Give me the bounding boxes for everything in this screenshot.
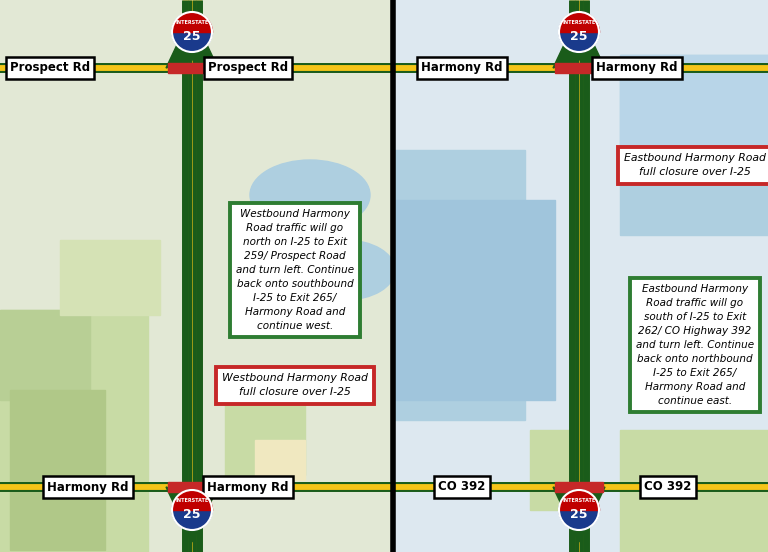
Text: CO 392: CO 392	[644, 480, 692, 493]
Text: INTERSTATE: INTERSTATE	[562, 20, 596, 25]
Text: INTERSTATE: INTERSTATE	[175, 20, 209, 25]
Polygon shape	[166, 13, 218, 68]
Bar	[395, 0, 768, 552]
Bar	[168, 482, 216, 492]
Text: Harmony Rd: Harmony Rd	[207, 480, 289, 493]
Bar	[555, 63, 603, 73]
Bar	[0, 310, 90, 400]
Circle shape	[559, 490, 599, 530]
Text: Eastbound Harmony
Road traffic will go
south of I-25 to Exit
262/ CO Highway 392: Eastbound Harmony Road traffic will go s…	[636, 284, 754, 406]
Text: Harmony Rd: Harmony Rd	[48, 480, 129, 493]
Bar	[255, 440, 305, 480]
Bar	[10, 390, 105, 550]
Circle shape	[172, 490, 212, 530]
Bar	[60, 240, 160, 315]
Bar	[0, 0, 395, 552]
Ellipse shape	[295, 240, 395, 300]
Polygon shape	[553, 13, 605, 68]
Text: 25: 25	[571, 29, 588, 43]
Ellipse shape	[250, 160, 370, 230]
Text: 25: 25	[571, 507, 588, 521]
Bar	[555, 482, 603, 492]
Bar	[530, 430, 580, 510]
Text: Prospect Rd: Prospect Rd	[10, 61, 90, 75]
Bar	[620, 55, 768, 235]
Text: INTERSTATE: INTERSTATE	[562, 498, 596, 503]
Bar	[168, 63, 216, 73]
Text: Harmony Rd: Harmony Rd	[422, 61, 503, 75]
Text: CO 392: CO 392	[439, 480, 485, 493]
Bar	[0, 310, 148, 552]
Bar	[620, 430, 768, 552]
Bar	[225, 380, 305, 475]
Bar	[395, 200, 555, 400]
Text: Westbound Harmony Road
full closure over I-25: Westbound Harmony Road full closure over…	[222, 373, 368, 397]
Text: 25: 25	[184, 29, 200, 43]
Bar	[620, 55, 768, 155]
Polygon shape	[553, 487, 605, 542]
Text: INTERSTATE: INTERSTATE	[175, 498, 209, 503]
Polygon shape	[166, 487, 218, 542]
Circle shape	[172, 12, 212, 52]
Text: 25: 25	[184, 507, 200, 521]
Bar	[395, 150, 525, 420]
Text: Prospect Rd: Prospect Rd	[208, 61, 288, 75]
Circle shape	[559, 12, 599, 52]
Text: Westbound Harmony
Road traffic will go
north on I-25 to Exit
259/ Prospect Road
: Westbound Harmony Road traffic will go n…	[236, 209, 354, 331]
Text: Harmony Rd: Harmony Rd	[596, 61, 677, 75]
Text: Eastbound Harmony Road
full closure over I-25: Eastbound Harmony Road full closure over…	[624, 153, 766, 177]
